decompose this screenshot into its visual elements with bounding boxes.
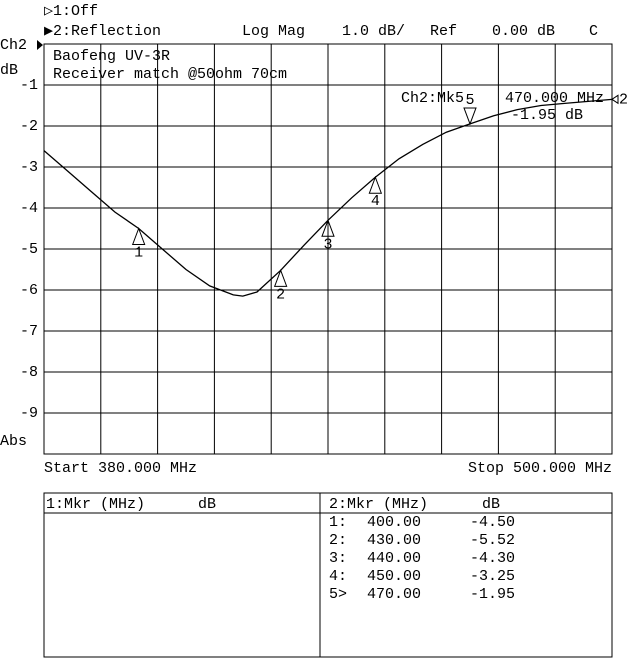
format: Log Mag	[242, 23, 305, 40]
channel1-label: ▷1:Off	[44, 3, 98, 20]
marker-label: 2	[276, 286, 285, 303]
start-label: Start 380.000 MHz	[44, 460, 197, 477]
table-cell: -1.95	[470, 586, 515, 603]
table-cell: 440.00	[367, 550, 421, 567]
table-cell: 430.00	[367, 532, 421, 549]
y-tick-label: -1	[20, 77, 38, 94]
cal: C	[589, 23, 598, 40]
y-tick-label: -9	[20, 405, 38, 422]
table-cell: 450.00	[367, 568, 421, 585]
y-tick-label: -8	[20, 364, 38, 381]
trace-end-marker	[611, 94, 619, 105]
readout-marker: Ch2:Mk5	[401, 90, 464, 107]
trace	[43, 98, 613, 297]
y-tick-label: -4	[20, 200, 38, 217]
ref-arrow	[37, 40, 43, 50]
marker-label: 3	[323, 236, 332, 253]
table-cell: -5.52	[470, 532, 515, 549]
table-cell: 1:	[329, 514, 347, 531]
stop-label: Stop 500.000 MHz	[468, 460, 612, 477]
y-label-bottom: Abs	[0, 433, 27, 450]
table-right-header: 2:Mkr (MHz)	[329, 496, 428, 513]
table-left-header: 1:Mkr (MHz)	[46, 496, 145, 513]
annotation-subtitle: Receiver match @50ohm 70cm	[53, 66, 287, 83]
y-tick-label: -2	[20, 118, 38, 135]
table-cell: 5>	[329, 586, 347, 603]
channel-label: Ch2	[0, 37, 27, 54]
y-tick-label: -7	[20, 323, 38, 340]
ref-label: Ref	[430, 23, 457, 40]
scale: 1.0 dB/	[342, 23, 405, 40]
table-cell: 400.00	[367, 514, 421, 531]
table-right-unit: dB	[482, 496, 500, 513]
table-cell: 4:	[329, 568, 347, 585]
marker	[131, 227, 146, 245]
table-cell: -4.50	[470, 514, 515, 531]
table-cell: 2:	[329, 532, 347, 549]
marker-table	[43, 492, 613, 658]
marker	[273, 268, 288, 287]
table-left-unit: dB	[198, 496, 216, 513]
table-cell: 3:	[329, 550, 347, 567]
y-tick-label: -3	[20, 159, 38, 176]
marker	[463, 107, 477, 126]
y-tick-label: -5	[20, 241, 38, 258]
marker	[368, 175, 383, 194]
marker	[321, 218, 335, 237]
table-cell: 470.00	[367, 586, 421, 603]
table-cell: -3.25	[470, 568, 515, 585]
marker-label: 1	[134, 244, 143, 261]
table-cell: -4.30	[470, 550, 515, 567]
ref-value: 0.00 dB	[492, 23, 555, 40]
readout-value: -1.95 dB	[511, 107, 583, 124]
marker-label: 4	[371, 193, 380, 210]
y-tick-label: -6	[20, 282, 38, 299]
channel2-label: ▶2:Reflection	[44, 23, 161, 40]
trace-label: 2	[619, 91, 628, 108]
annotation-title: Baofeng UV-3R	[53, 48, 170, 65]
marker-label: 5	[465, 92, 474, 109]
y-label: dB	[0, 62, 18, 79]
